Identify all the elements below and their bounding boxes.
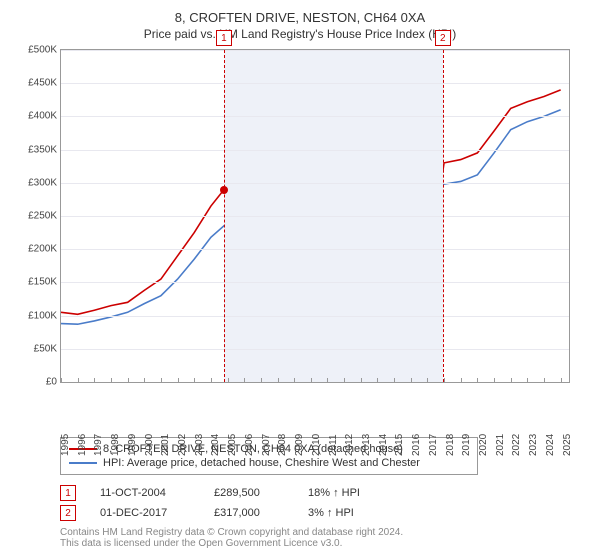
- x-axis-label: 2001: [160, 434, 171, 456]
- x-axis-label: 2013: [361, 434, 372, 456]
- footer-line-2: This data is licensed under the Open Gov…: [60, 538, 578, 549]
- footer-line-1: Contains HM Land Registry data © Crown c…: [60, 527, 578, 538]
- x-axis-label: 2024: [545, 434, 556, 456]
- y-axis-label: £450K: [21, 78, 57, 89]
- x-axis-label: 2007: [261, 434, 272, 456]
- sale-dot: [220, 186, 228, 194]
- x-axis-label: 2021: [495, 434, 506, 456]
- y-axis-label: £400K: [21, 111, 57, 122]
- x-axis-label: 1999: [127, 434, 138, 456]
- x-axis-label: 2008: [277, 434, 288, 456]
- sales-table: 1 11-OCT-2004 £289,500 18% ↑ HPI 2 01-DE…: [60, 483, 578, 523]
- y-axis-label: £200K: [21, 244, 57, 255]
- x-axis-label: 2023: [528, 434, 539, 456]
- chart-marker: 2: [435, 30, 451, 46]
- x-axis-label: 1996: [77, 434, 88, 456]
- plot-area: £0£50K£100K£150K£200K£250K£300K£350K£400…: [60, 49, 570, 383]
- sale-marker-1: 1: [60, 485, 76, 501]
- x-axis-label: 2005: [227, 434, 238, 456]
- chart-subtitle: Price paid vs. HM Land Registry's House …: [22, 27, 578, 41]
- chart-title: 8, CROFTEN DRIVE, NESTON, CH64 0XA: [22, 10, 578, 25]
- sale-price-1: £289,500: [214, 487, 284, 499]
- x-axis-label: 2017: [428, 434, 439, 456]
- y-axis-label: £150K: [21, 277, 57, 288]
- x-axis-label: 2020: [478, 434, 489, 456]
- x-axis-label: 1998: [110, 434, 121, 456]
- sale-rel-1: 18% ↑ HPI: [308, 487, 360, 499]
- chart-area: £0£50K£100K£150K£200K£250K£300K£350K£400…: [60, 49, 570, 429]
- x-axis-label: 2000: [144, 434, 155, 456]
- sale-date-1: 11-OCT-2004: [100, 487, 190, 499]
- x-axis-label: 2018: [445, 434, 456, 456]
- x-axis-label: 2019: [461, 434, 472, 456]
- x-axis-label: 2025: [562, 434, 573, 456]
- y-axis-label: £350K: [21, 144, 57, 155]
- legend-swatch-2: [69, 462, 97, 464]
- x-axis-label: 2022: [511, 434, 522, 456]
- y-axis-label: £0: [21, 377, 57, 388]
- y-axis-label: £100K: [21, 310, 57, 321]
- x-axis-label: 2002: [177, 434, 188, 456]
- x-axis-label: 2016: [411, 434, 422, 456]
- sale-marker-2: 2: [60, 505, 76, 521]
- x-axis-label: 2003: [194, 434, 205, 456]
- x-axis-label: 1995: [60, 434, 71, 456]
- y-axis-label: £500K: [21, 45, 57, 56]
- x-axis-label: 2015: [394, 434, 405, 456]
- x-axis-label: 2014: [378, 434, 389, 456]
- x-axis-label: 2010: [311, 434, 322, 456]
- y-axis-label: £300K: [21, 177, 57, 188]
- y-axis-label: £50K: [21, 343, 57, 354]
- x-axis-label: 2012: [344, 434, 355, 456]
- sale-row-2: 2 01-DEC-2017 £317,000 3% ↑ HPI: [60, 503, 578, 523]
- legend-label-2: HPI: Average price, detached house, Ches…: [103, 457, 420, 469]
- chart-marker: 1: [216, 30, 232, 46]
- x-axis-label: 2009: [294, 434, 305, 456]
- sale-rel-2: 3% ↑ HPI: [308, 507, 354, 519]
- sale-date-2: 01-DEC-2017: [100, 507, 190, 519]
- sale-price-2: £317,000: [214, 507, 284, 519]
- sale-row-1: 1 11-OCT-2004 £289,500 18% ↑ HPI: [60, 483, 578, 503]
- y-axis-label: £250K: [21, 211, 57, 222]
- x-axis-label: 2011: [328, 434, 339, 456]
- legend-item-2: HPI: Average price, detached house, Ches…: [69, 456, 469, 470]
- x-axis-label: 2006: [244, 434, 255, 456]
- x-axis-label: 1997: [93, 434, 104, 456]
- attribution: Contains HM Land Registry data © Crown c…: [60, 527, 578, 549]
- x-axis-label: 2004: [210, 434, 221, 456]
